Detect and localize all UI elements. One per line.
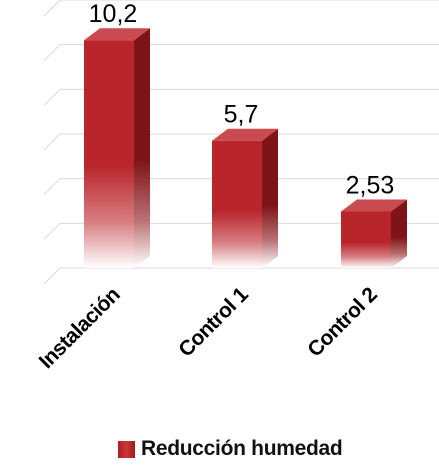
bar-side	[262, 128, 278, 268]
gridline-tick	[43, 88, 61, 106]
gridline-tick	[43, 133, 61, 151]
gridline-tick	[43, 267, 61, 285]
bar	[212, 140, 262, 268]
bar-top	[341, 199, 407, 212]
legend-swatch	[118, 440, 135, 458]
category-label: Control 2	[303, 283, 381, 361]
gridline-tick	[43, 44, 61, 62]
gridline-tick	[43, 222, 61, 240]
gridline-tick	[43, 0, 61, 17]
category-label: Instalación	[35, 283, 125, 373]
category-labels: Instalación Control 1 Control 2	[35, 283, 382, 374]
gridline-tick	[43, 178, 61, 196]
data-label: 5,7	[224, 101, 259, 129]
bar-top	[212, 128, 278, 141]
bar	[84, 40, 134, 269]
legend-label: Reducción humedad	[141, 437, 343, 460]
category-label: Control 1	[174, 283, 253, 362]
bar	[341, 211, 391, 268]
bar-side	[134, 28, 150, 269]
data-label: 10,2	[89, 0, 138, 28]
data-label: 2,53	[346, 171, 395, 199]
bars	[84, 28, 407, 269]
bar-side	[391, 199, 407, 268]
bar-top	[84, 28, 150, 41]
legend: Reducción humedad	[118, 437, 343, 461]
data-labels: 10,2 5,7 2,53	[89, 0, 395, 199]
